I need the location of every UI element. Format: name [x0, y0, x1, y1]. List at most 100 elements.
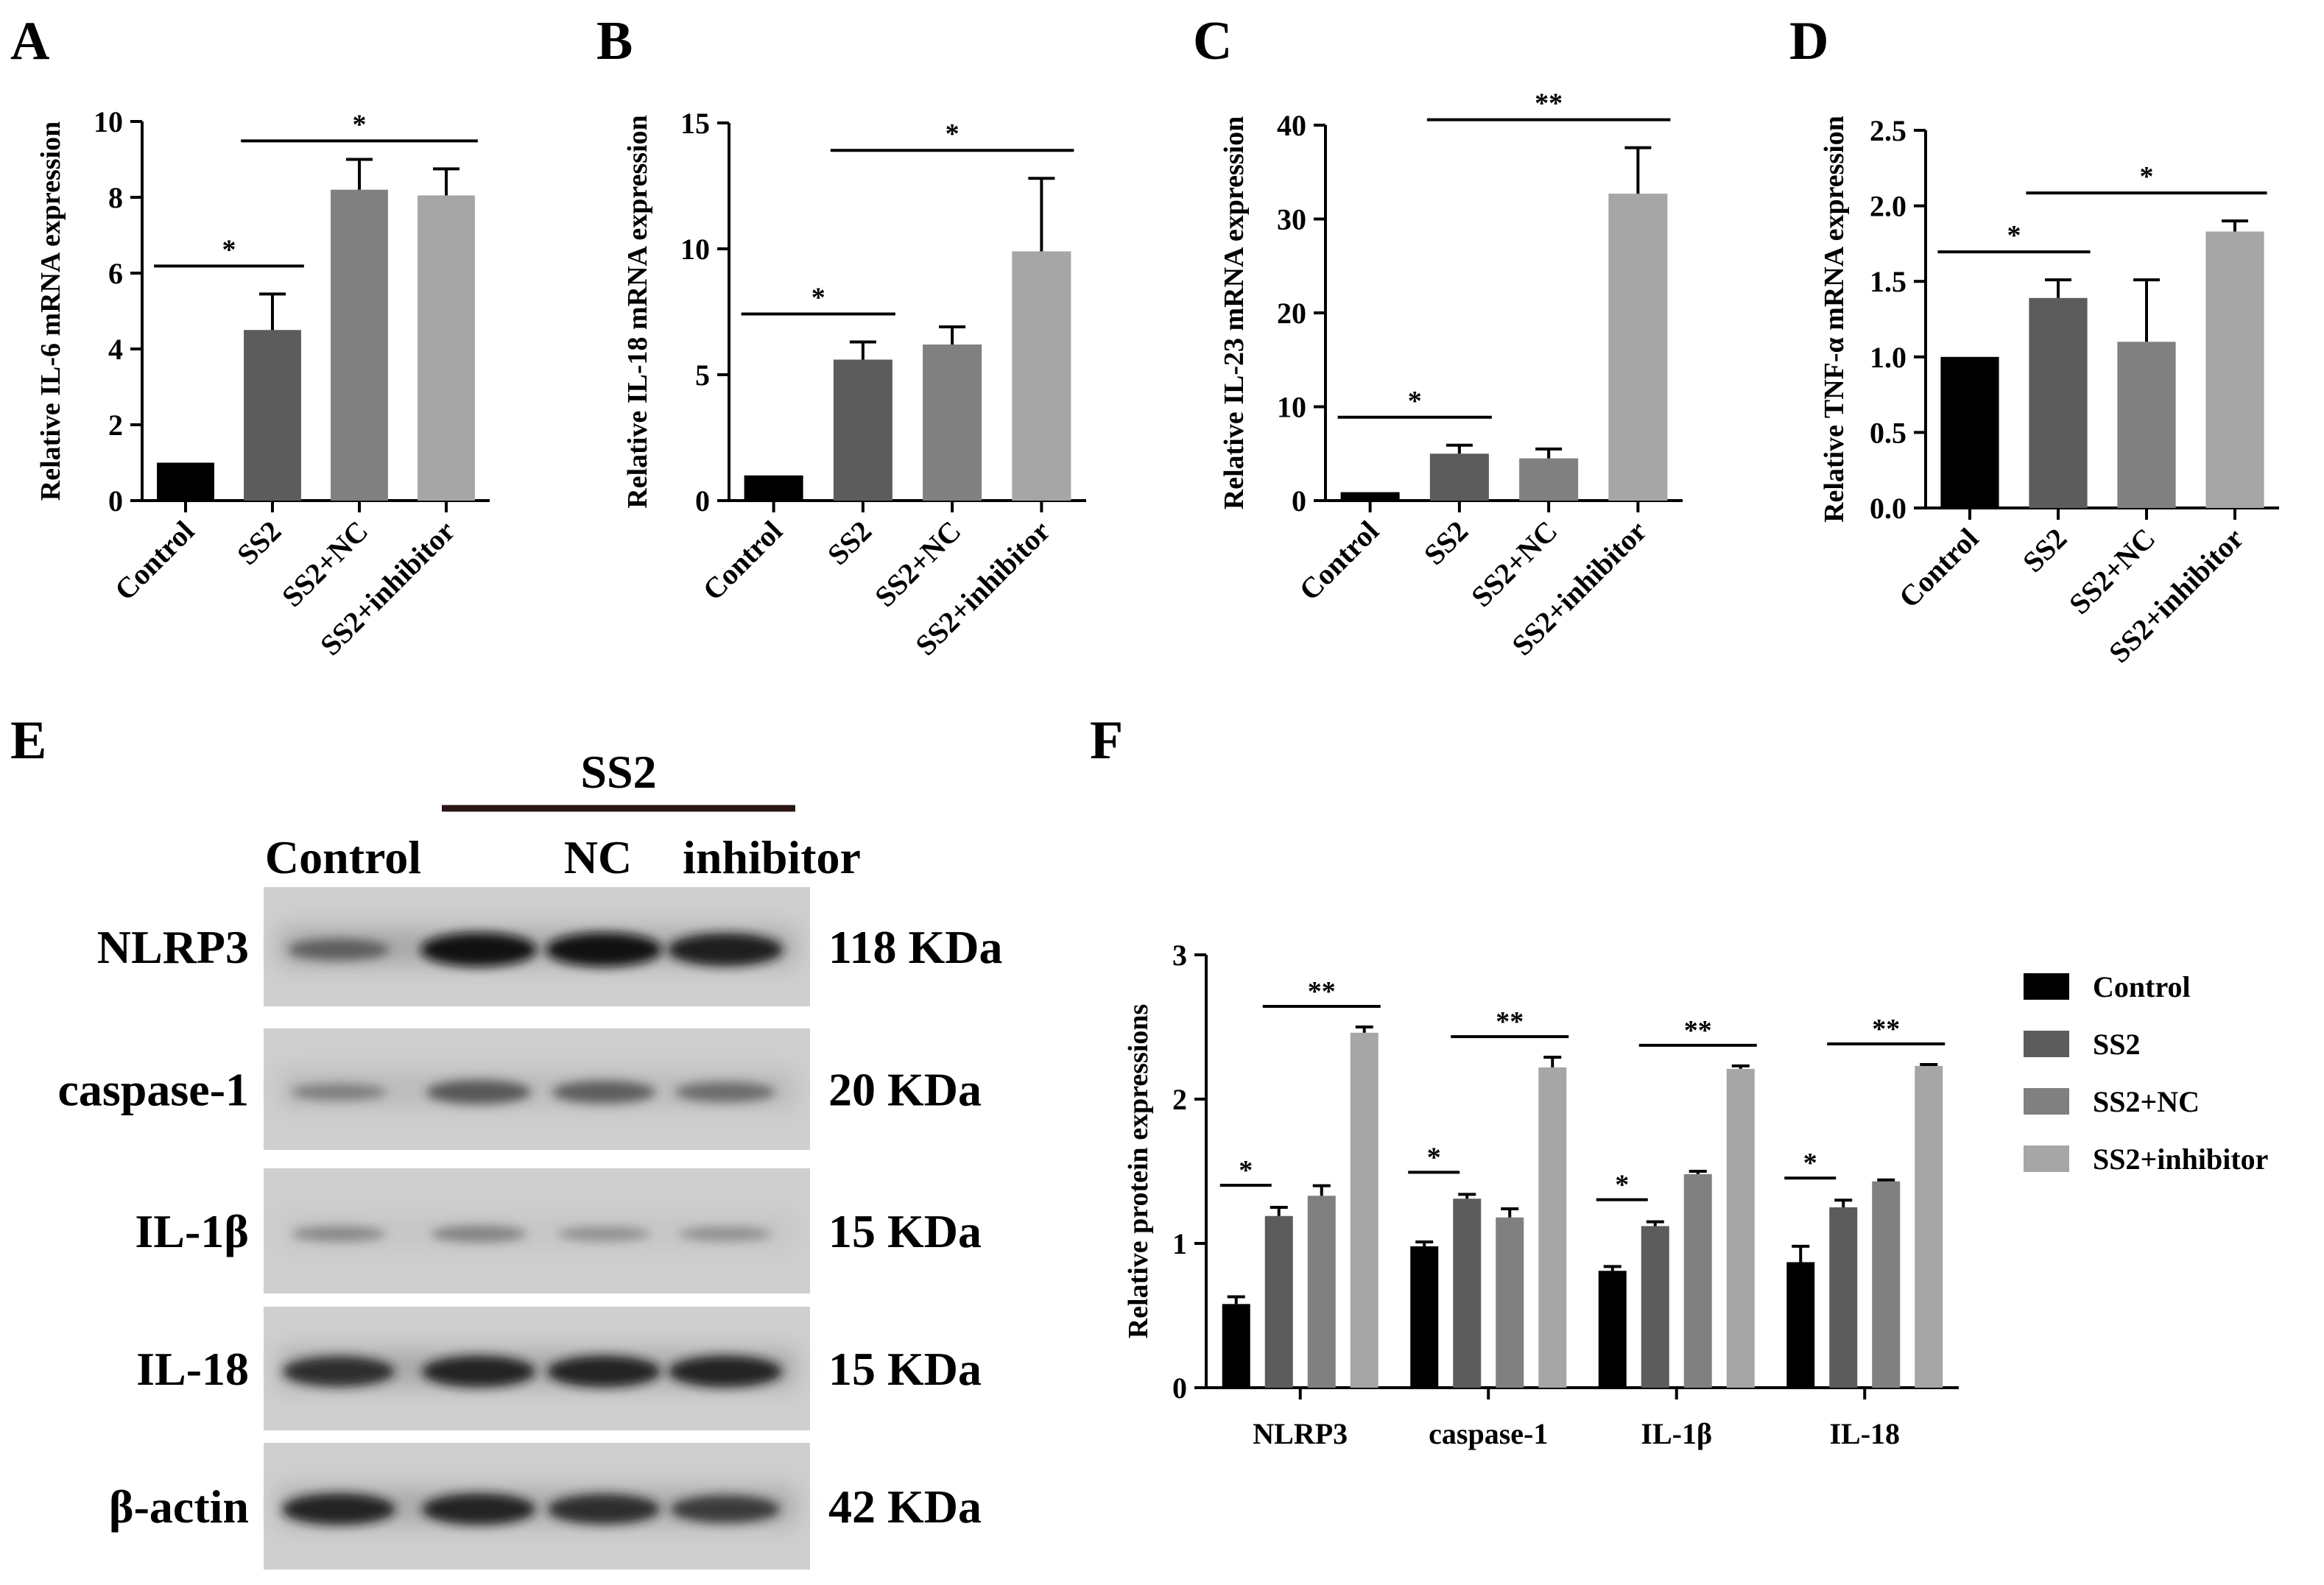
y-tick-label: 10: [1277, 391, 1306, 424]
significance-label: *: [2007, 220, 2021, 251]
significance-label: *: [1427, 1142, 1441, 1173]
blot-band: [669, 1355, 782, 1388]
significance-label: **: [1684, 1015, 1712, 1046]
x-tick-label-ss2: SS2: [1418, 515, 1474, 571]
panel-letter-f: F: [1090, 710, 1123, 771]
y-tick-label: 0: [1172, 1372, 1187, 1405]
significance-label: **: [1872, 1014, 1900, 1045]
blot-row-il-18: IL-18 15 KDa: [136, 1307, 982, 1430]
legend-swatch-ss2: [2024, 1031, 2069, 1057]
western-blot: SS2 Control NC inhibitor NLRP3 118 KDa cas…: [57, 746, 1002, 1570]
bar-ss2: [1429, 453, 1489, 501]
y-axis-label: Relative IL-6 mRNA expression: [35, 121, 66, 501]
chart-tnfa: 0.0 0.5 1.0 1.5 2.0 2.5 Relative TNF-α mRNA ex…: [1819, 114, 2279, 669]
x-tick-label-control: Control: [108, 515, 201, 607]
bar-ss2-inhibitor: [2205, 231, 2264, 508]
panel-letter-e: E: [10, 710, 46, 771]
blot-band: [288, 939, 390, 961]
x-tick-label-il-18: IL-18: [1829, 1417, 1900, 1450]
bar-ss2-caspase-1: [1453, 1199, 1482, 1388]
size-label: 20 KDa: [828, 1064, 982, 1116]
bar-ss2-inhibitor-nlrp3: [1350, 1032, 1378, 1388]
chart-il23: 0 10 20 30 40 Relative IL-23 mRNA expression C…: [1219, 88, 1683, 662]
panel-letter-b: B: [596, 11, 633, 71]
significance-label: *: [1615, 1170, 1629, 1201]
y-tick-label: 0: [108, 484, 123, 518]
bar-ss2: [833, 359, 892, 501]
y-tick-label: 1.5: [1870, 265, 1906, 298]
bar-ss2-inhibitor: [1608, 194, 1668, 501]
blot-row-actin: β-actin 42 KDa: [109, 1443, 982, 1570]
y-tick-label: 40: [1277, 109, 1306, 142]
significance-label: **: [1308, 976, 1336, 1007]
x-tick-label-nlrp3: NLRP3: [1253, 1417, 1348, 1450]
panel-letter-a: A: [10, 11, 49, 71]
blot-band: [557, 1226, 650, 1241]
y-tick-label: 4: [108, 333, 123, 366]
y-tick-label: 8: [108, 181, 123, 214]
blot-band: [671, 1495, 780, 1523]
bar-ss2-nc: [1519, 458, 1579, 501]
blot-row-nlrp3: NLRP3 118 KDa: [97, 887, 1002, 1006]
size-label: 42 KDa: [828, 1480, 982, 1533]
lane-label-control: Control: [265, 831, 421, 883]
blot-band: [431, 1225, 527, 1243]
y-tick-label: 2.0: [1870, 190, 1906, 223]
x-tick-label-ss2: SS2: [821, 515, 878, 571]
size-label: 15 KDa: [828, 1343, 982, 1395]
protein-label-caspase-1: caspase-1: [57, 1064, 249, 1116]
legend-label-ss2-inhibitor: SS2+inhibitor: [2093, 1143, 2268, 1176]
bar-control-il-18: [1786, 1262, 1815, 1388]
blot-band: [679, 1226, 772, 1241]
blot-band: [547, 1355, 661, 1388]
bar-ss2-inhibitor-il-1: [1726, 1068, 1755, 1388]
bar-control: [157, 462, 214, 501]
y-tick-label: 10: [680, 233, 710, 266]
y-tick-label: 10: [94, 105, 123, 138]
blot-row-il-1: IL-1β 15 KDa: [135, 1168, 982, 1293]
bar-ss2-inhibitor: [418, 195, 475, 501]
legend-label-control: Control: [2093, 970, 2191, 1003]
protein-label-actin: β-actin: [109, 1480, 249, 1533]
y-tick-label: 1.0: [1870, 341, 1906, 374]
significance-label: *: [811, 283, 825, 314]
bar-ss2-il-1: [1641, 1226, 1669, 1388]
y-axis-label: Relative TNF-α mRNA expression: [1819, 116, 1850, 523]
bar-control: [1940, 356, 1999, 508]
bar-control-caspase-1: [1410, 1246, 1439, 1388]
bar-control-nlrp3: [1222, 1304, 1250, 1388]
blot-band: [422, 1355, 535, 1388]
y-tick-label: 1: [1172, 1227, 1187, 1260]
x-tick-label-ss2: SS2: [2016, 522, 2073, 579]
lane-label-inhibitor: inhibitor: [683, 831, 861, 883]
blot-band: [548, 1494, 660, 1525]
y-tick-label: 0: [1292, 484, 1306, 518]
significance-label: *: [1239, 1155, 1253, 1186]
bar-ss2-nc-il-18: [1872, 1181, 1901, 1388]
blot-band: [546, 932, 662, 967]
y-tick-label: 2.5: [1870, 114, 1906, 147]
x-tick-label-ss2: SS2: [230, 515, 287, 571]
bar-control: [744, 475, 803, 501]
blot-band: [292, 1226, 386, 1242]
significance-label: *: [1803, 1148, 1817, 1179]
lane-label-nc: NC: [564, 831, 632, 883]
group-label: SS2: [580, 746, 656, 798]
blot-band: [283, 1356, 395, 1387]
y-axis-label: Relative IL-18 mRNA expression: [622, 115, 653, 508]
bar-control-il-1: [1598, 1271, 1627, 1388]
blot-band: [552, 1081, 655, 1104]
y-tick-label: 0.0: [1870, 492, 1906, 525]
blot-band: [675, 1081, 775, 1103]
y-tick-label: 0: [695, 484, 710, 518]
y-tick-label: 5: [695, 359, 710, 392]
blot-band: [422, 1493, 535, 1525]
x-tick-label-control: Control: [1292, 515, 1385, 607]
protein-label-nlrp3: NLRP3: [97, 921, 249, 973]
y-tick-label: 0.5: [1870, 416, 1906, 449]
bar-ss2-inhibitor-caspase-1: [1538, 1067, 1567, 1388]
legend-swatch-control: [2024, 973, 2069, 1000]
significance-label: *: [222, 234, 236, 265]
y-tick-label: 6: [108, 257, 123, 290]
